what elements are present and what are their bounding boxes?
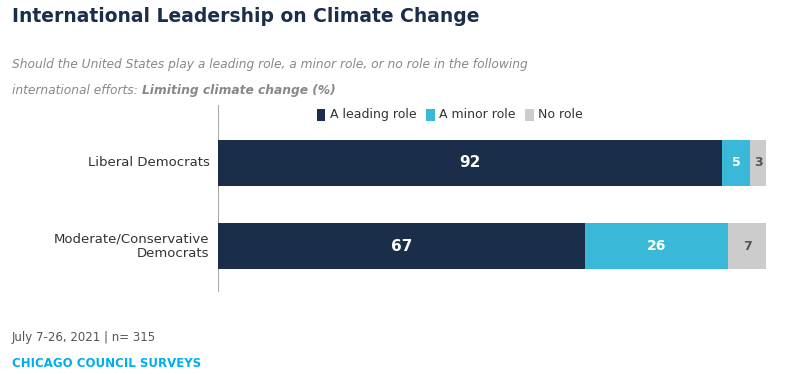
Bar — [722, 140, 750, 186]
Bar — [426, 109, 435, 120]
Text: A minor role: A minor role — [440, 108, 516, 121]
Bar — [218, 223, 585, 269]
Text: No role: No role — [538, 108, 583, 121]
Text: Limiting climate change (%): Limiting climate change (%) — [142, 84, 336, 97]
Text: A leading role: A leading role — [330, 108, 416, 121]
Text: International Leadership on Climate Change: International Leadership on Climate Chan… — [12, 7, 479, 27]
Text: Liberal Democrats: Liberal Democrats — [88, 156, 210, 169]
Bar — [218, 140, 722, 186]
Text: 3: 3 — [754, 156, 763, 169]
Bar — [316, 109, 325, 120]
Bar — [750, 140, 767, 186]
Text: Moderate/Conservative
Democrats: Moderate/Conservative Democrats — [54, 232, 210, 260]
Text: July 7-26, 2021 | n= 315: July 7-26, 2021 | n= 315 — [12, 331, 157, 344]
Bar — [585, 223, 728, 269]
Text: 7: 7 — [742, 239, 751, 252]
Text: international efforts:: international efforts: — [12, 84, 142, 97]
Text: 92: 92 — [459, 156, 481, 171]
Text: 26: 26 — [647, 239, 667, 253]
Text: 5: 5 — [732, 156, 741, 169]
Bar — [728, 223, 767, 269]
Text: 67: 67 — [391, 239, 412, 254]
Bar — [525, 109, 533, 120]
Text: CHICAGO COUNCIL SURVEYS: CHICAGO COUNCIL SURVEYS — [12, 357, 201, 370]
Text: Should the United States play a leading role, a minor role, or no role in the fo: Should the United States play a leading … — [12, 58, 528, 71]
